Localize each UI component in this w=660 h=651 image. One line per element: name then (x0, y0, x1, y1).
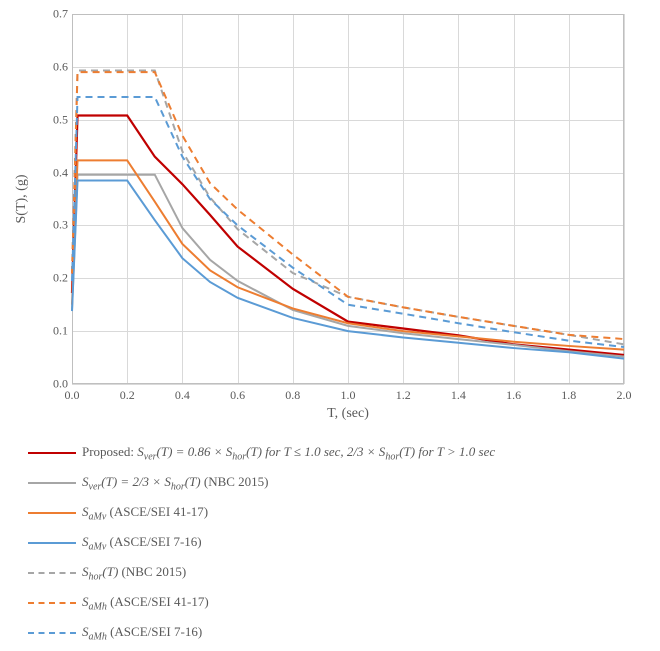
legend-item: SaMv (ASCE/SEI 7-16) (28, 528, 632, 558)
x-tick-label: 1.2 (396, 388, 411, 403)
x-tick-label: 0.2 (120, 388, 135, 403)
x-tick-label: 1.4 (451, 388, 466, 403)
legend-swatch (28, 452, 76, 454)
legend-label: SaMv (ASCE/SEI 7-16) (82, 534, 202, 553)
legend-swatch (28, 602, 76, 604)
legend-swatch (28, 572, 76, 574)
legend-item: SaMv (ASCE/SEI 41-17) (28, 498, 632, 528)
legend-label: SaMv (ASCE/SEI 41-17) (82, 504, 208, 523)
legend: Proposed: Sver(T) = 0.86 × Shor(T) for T… (28, 438, 632, 648)
x-tick-label: 0.4 (175, 388, 190, 403)
y-tick-label: 0.4 (44, 165, 68, 180)
y-tick-label: 0.6 (44, 59, 68, 74)
legend-label: Shor(T) (NBC 2015) (82, 564, 186, 583)
x-tick-label: 0.8 (285, 388, 300, 403)
legend-label: SaMh (ASCE/SEI 7-16) (82, 624, 202, 643)
y-tick-label: 0.2 (44, 271, 68, 286)
legend-label: Proposed: Sver(T) = 0.86 × Shor(T) for T… (82, 444, 495, 463)
y-tick-label: 0.3 (44, 218, 68, 233)
x-tick-label: 1.6 (506, 388, 521, 403)
y-tick-label: 0.0 (44, 377, 68, 392)
x-tick-label: 1.0 (341, 388, 356, 403)
gridline-horizontal (72, 384, 624, 385)
legend-swatch (28, 542, 76, 544)
legend-label: Sver(T) = 2/3 × Shor(T) (NBC 2015) (82, 474, 269, 493)
y-tick-label: 0.1 (44, 324, 68, 339)
y-tick-label: 0.7 (44, 7, 68, 22)
plot-area (72, 14, 624, 384)
x-tick-label: 1.8 (561, 388, 576, 403)
legend-item: Shor(T) (NBC 2015) (28, 558, 632, 588)
legend-swatch (28, 632, 76, 634)
x-tick-label: 0.6 (230, 388, 245, 403)
legend-label: SaMh (ASCE/SEI 41-17) (82, 594, 209, 613)
legend-item: SaMh (ASCE/SEI 41-17) (28, 588, 632, 618)
legend-item: SaMh (ASCE/SEI 7-16) (28, 618, 632, 648)
y-axis-label: S(T), (g) (14, 175, 30, 224)
legend-swatch (28, 512, 76, 514)
legend-swatch (28, 482, 76, 484)
plot-border (72, 14, 624, 384)
gridline-vertical (624, 14, 625, 384)
legend-item: Sver(T) = 2/3 × Shor(T) (NBC 2015) (28, 468, 632, 498)
y-tick-label: 0.5 (44, 112, 68, 127)
x-axis-label: T, (sec) (327, 406, 369, 422)
legend-item: Proposed: Sver(T) = 0.86 × Shor(T) for T… (28, 438, 632, 468)
x-tick-label: 2.0 (617, 388, 632, 403)
